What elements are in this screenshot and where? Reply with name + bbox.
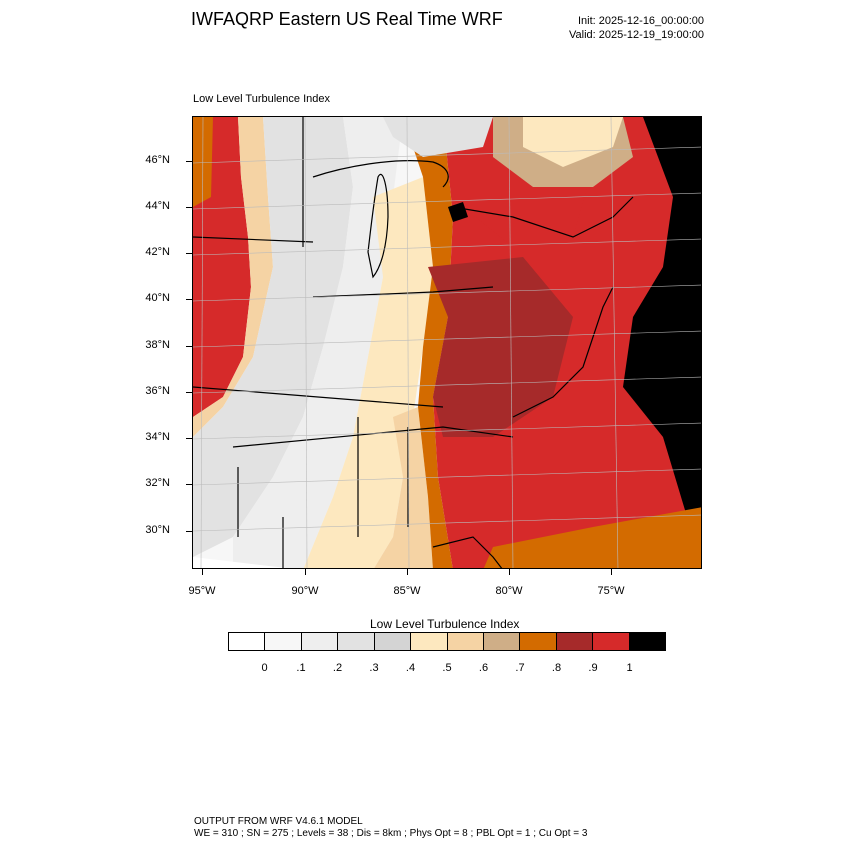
lat-label: 40°N: [145, 292, 170, 304]
lon-label: 90°W: [291, 585, 319, 597]
lon-tick: [509, 569, 510, 575]
init-time: Init: 2025-12-16_00:00:00: [578, 15, 704, 27]
lat-label: 38°N: [145, 339, 170, 351]
model-info-line2: WE = 310 ; SN = 275 ; Levels = 38 ; Dis …: [194, 828, 588, 839]
colorbar-label: .5: [442, 662, 452, 674]
colorbar-box: [265, 633, 302, 650]
colorbar-label: .6: [478, 662, 489, 674]
colorbar-label: .7: [515, 662, 525, 674]
state-borders: [193, 117, 634, 568]
colorbar-box: [338, 633, 375, 650]
lat-tick: [186, 299, 192, 300]
lon-tick: [202, 569, 203, 575]
lat-tick: [186, 207, 192, 208]
colorbar-box: [301, 633, 339, 650]
lat-label: 42°N: [145, 246, 170, 258]
lat-tick: [186, 253, 192, 254]
lat-tick: [186, 484, 192, 485]
model-info-line1: OUTPUT FROM WRF V4.6.1 MODEL: [194, 816, 363, 827]
colorbar-box: [629, 633, 666, 650]
colorbar-label: 0: [261, 662, 268, 674]
colorbar-box: [411, 633, 448, 650]
colorbar-box: [593, 633, 630, 650]
lat-label: 32°N: [145, 477, 170, 489]
border-line: [232, 426, 514, 448]
lon-tick: [611, 569, 612, 575]
colorbar-label: .1: [296, 662, 306, 674]
lon-label: 85°W: [393, 585, 421, 597]
lat-tick: [186, 392, 192, 393]
coastline: [512, 286, 614, 418]
colorbar-label: .3: [369, 662, 379, 674]
lat-label: 30°N: [145, 524, 170, 536]
lake-michigan-outline: [367, 174, 389, 279]
map-title: IWFAQRP Eastern US Real Time WRF: [191, 9, 503, 29]
lon-label: 95°W: [188, 585, 216, 597]
gulf-orange-coast: [483, 507, 701, 568]
lon-label: 80°W: [495, 585, 523, 597]
lat-label: 36°N: [145, 385, 170, 397]
lon-tick: [407, 569, 408, 575]
lon-tick: [305, 569, 306, 575]
appalachian-dark-red: [428, 257, 573, 437]
colorbar-title: Low Level Turbulence Index: [370, 617, 520, 631]
lat-label: 46°N: [145, 154, 170, 166]
colorbar-box: [556, 633, 594, 650]
init-valid-times: Init: 2025-12-16_00:00:00 Valid: 2025-12…: [569, 14, 704, 42]
lat-tick: [186, 531, 192, 532]
valid-time: Valid: 2025-12-19_19:00:00: [569, 29, 704, 41]
lat-label: 44°N: [145, 200, 170, 212]
colorbar-label: .2: [332, 662, 343, 674]
colorbar-label: .9: [588, 662, 598, 674]
border-line: [193, 236, 314, 243]
lon-label: 75°W: [597, 585, 625, 597]
model-info: OUTPUT FROM WRF V4.6.1 MODEL WE = 310 ; …: [194, 816, 587, 840]
grey-band-2: [233, 117, 403, 568]
map-panel: [192, 116, 702, 569]
colorbar-box: [229, 633, 266, 650]
border-line: [312, 286, 494, 298]
lat-tick: [186, 438, 192, 439]
border-line: [452, 196, 634, 238]
field-label: Low Level Turbulence Index: [193, 93, 330, 105]
orange-band: [403, 117, 453, 568]
border-line: [193, 386, 444, 408]
lat-label: 34°N: [145, 431, 170, 443]
canada-yellow: [523, 117, 623, 167]
colorbar-box: [374, 633, 412, 650]
coastline: [432, 536, 503, 568]
lat-tick: [186, 161, 192, 162]
colorbar-box: [520, 633, 557, 650]
turbulence-map: [193, 117, 701, 568]
colorbar-box: [483, 633, 521, 650]
atlantic-black-region: [623, 117, 701, 564]
colorbar-box: [447, 633, 484, 650]
north-grey: [383, 117, 493, 157]
tan-band-south: [374, 407, 433, 568]
graticule: [193, 117, 701, 568]
colorbar: [228, 632, 666, 651]
colorbar-label: .4: [405, 662, 416, 674]
lat-tick: [186, 346, 192, 347]
yellow-band: [303, 177, 433, 568]
lake-superior-shore: [312, 160, 449, 188]
colorbar-label: .8: [551, 662, 562, 674]
colorbar-label: 1: [626, 662, 633, 674]
